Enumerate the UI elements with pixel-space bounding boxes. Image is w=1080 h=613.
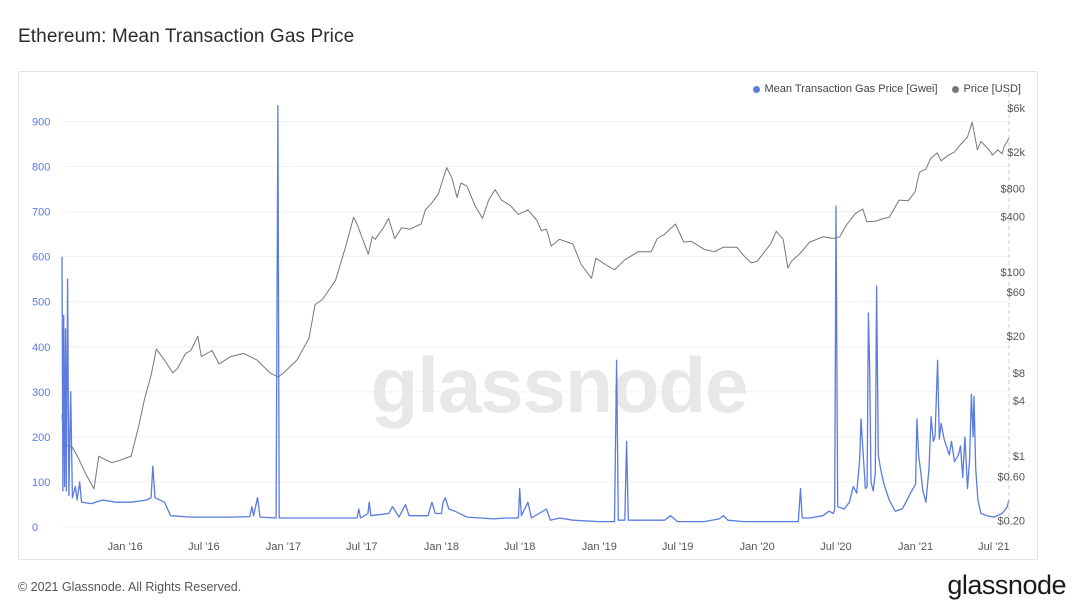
legend-dot-price <box>951 85 959 93</box>
chart-svg: glassnode 0 100 200 300 400 500 600 700 800 900 $… <box>32 93 1025 553</box>
y-left-tick-label: 0 <box>32 522 38 534</box>
y-right-tick-label: $0.60 <box>997 472 1025 484</box>
y-left-tick-label: 900 <box>32 117 50 129</box>
chart-title: Ethereum: Mean Transaction Gas Price <box>18 26 355 47</box>
y-left-tick-label: 400 <box>32 342 50 354</box>
x-tick-label: Jan '21 <box>898 541 933 553</box>
y-right-tick-label: $400 <box>1001 211 1025 223</box>
y-right-tick-label: $2k <box>1007 147 1025 159</box>
y-right-tick-label: $800 <box>1001 184 1025 196</box>
legend-label-gas-price: Mean Transaction Gas Price [Gwei] <box>764 83 938 95</box>
y-left-tick-label: 800 <box>32 162 50 174</box>
y-axis-left-ticks: 0 100 200 300 400 500 600 700 800 900 <box>32 117 50 534</box>
x-tick-label: Jul '19 <box>662 541 693 553</box>
legend-label-price: Price [USD] <box>963 83 1021 95</box>
series-gas-price <box>61 105 1010 523</box>
x-tick-label: Jul '16 <box>188 541 219 553</box>
x-axis-ticks: Jan '16 Jul '16 Jan '17 Jul '17 Jan '18 Jul '… <box>108 541 1010 553</box>
x-tick-label: Jul '18 <box>504 541 535 553</box>
y-left-tick-label: 200 <box>32 432 50 444</box>
y-right-tick-label: $20 <box>1007 331 1025 343</box>
legend-dot-gas-price <box>752 85 760 93</box>
glassnode-logo[interactable]: glassnode <box>947 570 1066 600</box>
y-left-tick-label: 100 <box>32 477 50 489</box>
watermark-logo: glassnode <box>371 341 748 429</box>
y-left-tick-label: 500 <box>32 297 50 309</box>
x-tick-label: Jan '16 <box>108 541 143 553</box>
series-price-usd <box>61 121 1010 490</box>
x-tick-label: Jan '17 <box>266 541 301 553</box>
y-right-tick-label: $1 <box>1013 451 1025 463</box>
y-right-tick-label: $0.20 <box>997 515 1025 527</box>
grid-lines <box>62 121 1009 528</box>
x-tick-label: Jul '20 <box>820 541 851 553</box>
series-line <box>61 105 1010 523</box>
y-right-tick-label: $60 <box>1007 287 1025 299</box>
y-left-tick-label: 300 <box>32 387 50 399</box>
x-tick-label: Jan '20 <box>740 541 775 553</box>
y-right-tick-label: $8 <box>1013 368 1025 380</box>
copyright-text: © 2021 Glassnode. All Rights Reserved. <box>18 580 242 594</box>
legend-item-gas-price[interactable]: Mean Transaction Gas Price [Gwei] <box>752 83 938 95</box>
y-right-tick-label: $100 <box>1001 267 1025 279</box>
x-tick-label: Jul '17 <box>346 541 377 553</box>
chart-legend: Mean Transaction Gas Price [Gwei] Price … <box>752 83 1021 95</box>
y-right-tick-label: $6k <box>1007 103 1025 115</box>
y-right-tick-label: $4 <box>1013 396 1025 408</box>
y-left-tick-label: 600 <box>32 252 50 264</box>
x-tick-label: Jul '21 <box>978 541 1009 553</box>
legend-item-price[interactable]: Price [USD] <box>951 83 1021 95</box>
chart-container: glassnode 0 100 200 300 400 500 600 700 800 900 $… <box>18 71 1038 560</box>
series-line <box>61 121 1010 490</box>
x-tick-label: Jan '19 <box>582 541 617 553</box>
x-tick-label: Jan '18 <box>424 541 459 553</box>
y-axis-right-ticks: $0.20 $0.60 $1 $4 $8 $20 $60 $100 $400 $800 $2k $6k <box>997 103 1025 528</box>
y-left-tick-label: 700 <box>32 207 50 219</box>
